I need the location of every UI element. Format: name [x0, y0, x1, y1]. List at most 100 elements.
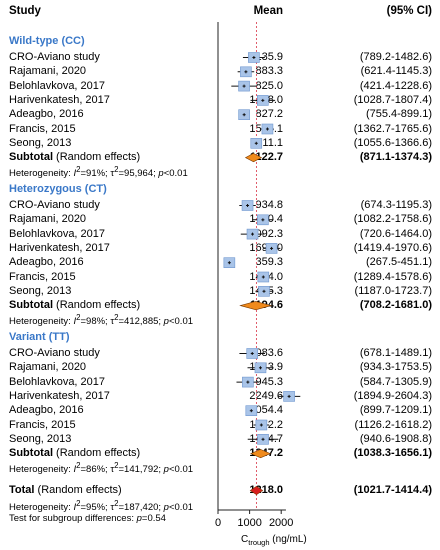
study-name: Harivenkatesh, 2017 — [9, 389, 110, 402]
study-name: Seong, 2013 — [9, 284, 72, 297]
heterogeneity-text: Heterogeneity: I2=86%; τ2=141,792; p<0.0… — [9, 462, 193, 475]
study-name: Adeagbo, 2016 — [9, 256, 84, 269]
study-ci: (1894.9-2604.3) — [353, 389, 432, 402]
study-mean: 945.3 — [255, 375, 283, 388]
group-title: Variant (TT) — [9, 331, 70, 343]
x-label-main: C — [241, 534, 249, 545]
study-mean: 934.8 — [255, 199, 283, 211]
study-ci: (267.5-451.1) — [365, 256, 432, 269]
study-name: Francis, 2015 — [9, 270, 76, 283]
study-mean: 825.0 — [255, 79, 283, 92]
study-ci: (789.2-1482.6) — [359, 51, 432, 63]
study-ci: (421.4-1228.6) — [359, 79, 432, 92]
subtotal-diamond — [250, 449, 272, 459]
subtotal-label: Subtotal (Random effects) — [9, 300, 140, 311]
study-name: Seong, 2013 — [9, 136, 72, 149]
het-i2: =91%; — [80, 168, 111, 180]
subtotal-diamond — [244, 153, 263, 163]
study-ci: (1055.6-1366.6) — [353, 136, 432, 149]
het-p: <0.01 — [168, 464, 194, 476]
study-name: Harivenkatesh, 2017 — [9, 241, 110, 254]
total-label: Total (Random effects) — [9, 485, 122, 496]
study-ci: (678.1-1489.1) — [359, 347, 432, 359]
subtotal-ci: (1038.3-1656.1) — [353, 447, 432, 460]
het-tau2: =95,964; — [118, 168, 159, 180]
study-mean: 359.3 — [255, 256, 283, 269]
study-ci: (674.3-1195.3) — [360, 199, 432, 211]
subtotal-label: Subtotal (Random effects) — [9, 152, 140, 163]
het-tau2: =187,420; — [118, 502, 164, 514]
het-tau-symbol: τ2 — [110, 461, 119, 476]
study-name: Adeagbo, 2016 — [9, 108, 84, 121]
x-axis-label: Ctrough (ng/mL) — [241, 535, 307, 547]
total-suffix: (Random effects) — [34, 484, 122, 496]
study-name: CRO-Aviano study — [9, 347, 100, 359]
subtotal-ci: (871.1-1374.3) — [359, 151, 432, 164]
study-ci: (899.7-1209.1) — [359, 404, 432, 417]
group-title: Heterozygous (CT) — [9, 183, 107, 195]
het-i2-symbol: I2 — [73, 313, 81, 328]
x-tick-label: 0 — [214, 517, 222, 529]
x-label-unit: (ng/mL) — [272, 534, 307, 545]
header-mean: Mean — [253, 5, 283, 17]
het-p-symbol: p — [158, 168, 164, 180]
het-prefix: Heterogeneity: — [9, 502, 74, 514]
het-p: <0.01 — [168, 316, 194, 328]
het-i2-symbol: I2 — [73, 499, 81, 514]
subtotal-ci: (708.2-1681.0) — [359, 299, 432, 312]
study-ci: (1419.4-1970.6) — [353, 241, 432, 254]
total-word: Total — [9, 484, 35, 496]
het-prefix: Heterogeneity: — [9, 464, 74, 476]
x-label-sub: trough — [248, 538, 270, 547]
study-mean: 827.2 — [255, 108, 283, 121]
study-ci: (1126.2-1618.2) — [354, 418, 432, 431]
subtotal-suffix: (Random effects) — [53, 299, 141, 312]
study-mean: 1211.1 — [250, 136, 283, 149]
study-name: Adeagbo, 2016 — [9, 404, 84, 417]
total-heterogeneity-text: Heterogeneity: I2=95%; τ2=187,420; p<0.0… — [9, 500, 193, 513]
study-mean: 1083.6 — [249, 347, 283, 359]
study-mean: 883.3 — [255, 65, 283, 78]
study-name: Francis, 2015 — [9, 122, 76, 135]
study-ci: (755.4-899.1) — [365, 108, 432, 121]
het-i2: =86%; — [80, 464, 111, 476]
subgroup-p: =0.54 — [141, 513, 166, 524]
study-mean: 1054.4 — [249, 404, 283, 417]
subtotal-suffix: (Random effects) — [53, 447, 141, 460]
het-i2: =95%; — [80, 502, 111, 514]
study-mean: 1135.9 — [250, 51, 283, 63]
study-ci: (1289.4-1578.6) — [353, 270, 432, 283]
het-tau-symbol: τ2 — [110, 165, 119, 180]
het-p: <0.01 — [163, 168, 188, 180]
study-name: Belohlavkova, 2017 — [9, 227, 106, 240]
subtotal-word: Subtotal — [9, 447, 53, 460]
study-ci: (621.4-1145.3) — [360, 65, 432, 78]
study-ci: (934.3-1753.5) — [359, 361, 432, 374]
total-ci: (1021.7-1414.4) — [353, 484, 432, 496]
study-ci: (1082.2-1758.6) — [353, 213, 432, 226]
het-tau2: =141,792; — [118, 464, 164, 476]
study-ci: (1028.7-1807.4) — [353, 93, 432, 106]
study-name: Belohlavkova, 2017 — [9, 375, 106, 388]
het-p: <0.01 — [168, 502, 194, 514]
study-name: CRO-Aviano study — [9, 199, 100, 211]
total-mean: 1218.0 — [249, 484, 283, 496]
study-ci: (1362.7-1765.6) — [353, 122, 432, 135]
subgroup-p-symbol: p — [136, 513, 142, 524]
subtotal-word: Subtotal — [9, 299, 53, 312]
subtotal-suffix: (Random effects) — [53, 151, 141, 164]
study-ci: (1187.0-1723.7) — [354, 284, 432, 297]
subtotal-mean: 1122.7 — [249, 151, 283, 164]
study-name: Belohlavkova, 2017 — [9, 79, 106, 92]
subgroup-test-text: Test for subgroup differences: p=0.54 — [9, 514, 166, 524]
study-mean: 1092.3 — [249, 227, 283, 240]
heterogeneity-text: Heterogeneity: I2=91%; τ2=95,964; p<0.01 — [9, 166, 188, 179]
x-tick-label: 2000 — [268, 517, 294, 529]
study-ci: (584.7-1305.9) — [359, 375, 432, 388]
subtotal-label: Subtotal (Random effects) — [9, 448, 140, 459]
study-name: Rajamani, 2020 — [9, 361, 87, 374]
study-ci: (940.6-1908.8) — [359, 432, 432, 445]
heterogeneity-text: Heterogeneity: I2=98%; τ2=412,885; p<0.0… — [9, 314, 193, 327]
group-title: Wild-type (CC) — [9, 35, 85, 47]
